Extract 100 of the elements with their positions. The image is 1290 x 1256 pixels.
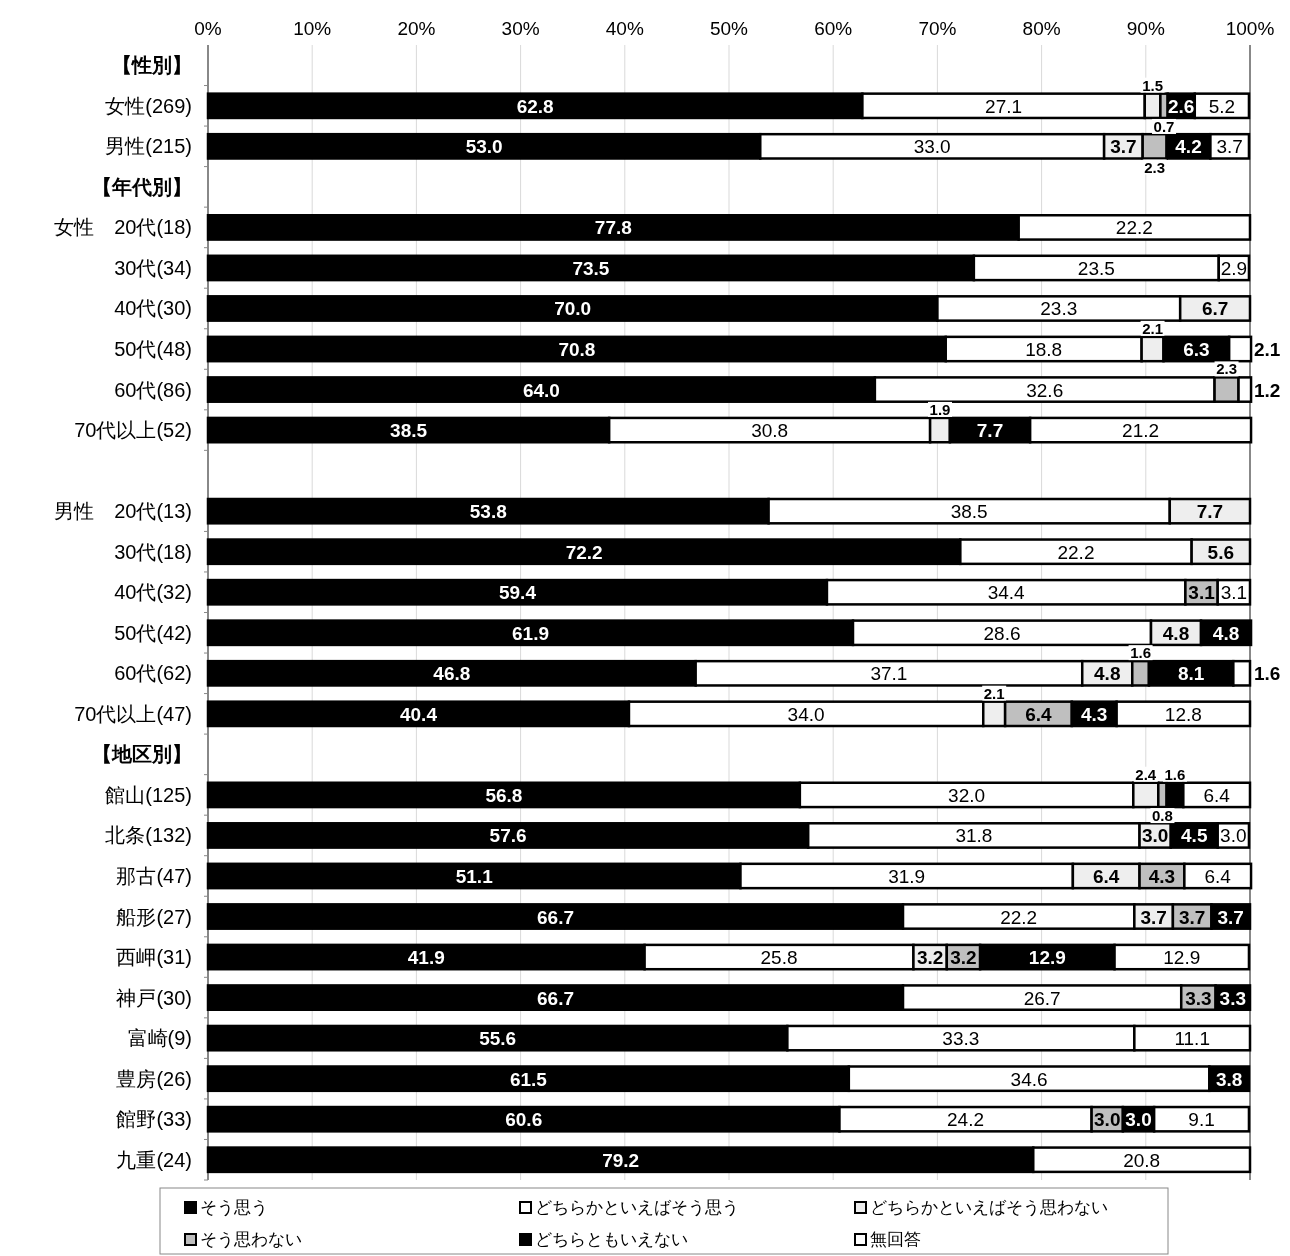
data-label: 34.6 — [1010, 1068, 1048, 1090]
y-tick-label: 男性 20代(13) — [54, 500, 192, 523]
data-label: 6.3 — [1183, 339, 1210, 361]
data-label: 18.8 — [1025, 339, 1063, 361]
y-tick-label: 船形(27) — [116, 905, 192, 928]
data-label: 70.8 — [558, 339, 596, 361]
data-label: 2.1 — [1142, 319, 1163, 337]
y-tick-label: 女性(269) — [105, 94, 192, 117]
data-label: 4.8 — [1212, 622, 1240, 644]
data-label: 22.2 — [1115, 217, 1153, 239]
data-label: 34.0 — [787, 703, 825, 725]
data-label: 4.3 — [1148, 865, 1176, 887]
data-label: 3.7 — [1178, 906, 1206, 928]
data-label: 26.7 — [1023, 987, 1061, 1009]
data-label: 53.8 — [469, 501, 507, 523]
y-tick-label: 館山(125) — [105, 783, 192, 806]
data-label: 3.0 — [1125, 1109, 1152, 1131]
data-label: 3.8 — [1215, 1068, 1243, 1090]
data-label: 73.5 — [572, 257, 610, 279]
data-label: 0.8 — [1152, 807, 1173, 825]
y-tick-label: 男性(215) — [105, 135, 192, 158]
data-label: 3.7 — [1110, 136, 1137, 158]
data-label: 1.9 — [929, 400, 951, 418]
data-label: 4.8 — [1094, 663, 1121, 685]
y-tick-label: 九重(24) — [116, 1148, 192, 1171]
data-label: 4.2 — [1175, 136, 1202, 158]
y-tick-label: 【地区別】 — [92, 743, 192, 766]
data-label: 40.4 — [399, 703, 438, 725]
y-tick-label: 30代(34) — [114, 256, 192, 279]
data-label: 51.1 — [455, 865, 494, 887]
x-tick-label: 90% — [1126, 18, 1165, 39]
x-tick-label: 10% — [293, 18, 332, 39]
y-tick-label: 神戸(30) — [116, 986, 192, 1009]
data-label: 60.6 — [505, 1109, 543, 1131]
data-label: 33.3 — [942, 1028, 980, 1050]
data-label: 6.7 — [1201, 298, 1229, 320]
data-label: 6.4 — [1092, 865, 1120, 887]
y-tick-label: 30代(18) — [114, 540, 192, 563]
data-label: 23.5 — [1077, 257, 1115, 279]
data-label: 20.8 — [1123, 1149, 1161, 1171]
data-label: 5.6 — [1207, 541, 1235, 563]
data-label: 2.1 — [1254, 339, 1281, 361]
y-tick-label: 那古(47) — [116, 864, 192, 887]
data-label: 7.7 — [976, 420, 1004, 442]
y-tick-label: 50代(42) — [114, 621, 192, 644]
data-label: 6.4 — [1203, 784, 1231, 806]
x-tick-label: 20% — [397, 18, 436, 39]
data-label: 28.6 — [983, 622, 1021, 644]
legend-label: そう思わない — [200, 1230, 302, 1249]
data-label: 31.9 — [888, 865, 926, 887]
data-label: 21.2 — [1122, 420, 1160, 442]
data-label: 3.3 — [1185, 987, 1212, 1009]
data-label: 22.2 — [1057, 541, 1095, 563]
x-tick-label: 80% — [1022, 18, 1061, 39]
data-label: 0.7 — [1153, 117, 1175, 135]
data-label: 22.2 — [1000, 906, 1038, 928]
y-tick-label: 館野(33) — [116, 1108, 192, 1131]
data-label: 6.4 — [1204, 865, 1232, 887]
data-label: 12.9 — [1028, 947, 1066, 969]
data-label: 77.8 — [594, 217, 632, 239]
y-tick-label: 60代(62) — [114, 662, 192, 685]
data-label: 3.0 — [1141, 825, 1169, 847]
x-tick-label: 40% — [605, 18, 644, 39]
data-label: 5.2 — [1208, 95, 1236, 117]
y-tick-label: 【性別】 — [112, 54, 192, 77]
data-label: 3.3 — [1219, 987, 1247, 1009]
data-label: 1.5 — [1142, 76, 1163, 94]
data-label: 7.7 — [1196, 501, 1224, 523]
data-label: 34.4 — [987, 582, 1026, 604]
data-label: 41.9 — [407, 947, 445, 969]
data-label: 2.4 — [1135, 765, 1157, 783]
y-tick-label: 女性 20代(18) — [54, 216, 192, 239]
data-label: 46.8 — [433, 663, 471, 685]
data-label: 61.9 — [512, 622, 549, 644]
data-label: 66.7 — [537, 906, 574, 928]
data-label: 57.6 — [489, 825, 527, 847]
data-label: 4.8 — [1162, 622, 1190, 644]
data-label: 32.0 — [948, 784, 986, 806]
data-label: 3.2 — [950, 947, 977, 969]
data-label: 59.4 — [498, 582, 537, 604]
data-label: 3.7 — [1217, 906, 1244, 928]
y-tick-label: 【年代別】 — [92, 175, 192, 198]
y-tick-label: 70代以上(52) — [74, 419, 192, 442]
y-tick-label: 40代(32) — [114, 581, 192, 604]
y-tick-label: 富崎(9) — [127, 1027, 192, 1050]
data-label: 4.3 — [1081, 703, 1108, 725]
data-label: 3.0 — [1220, 825, 1247, 847]
data-label: 53.0 — [465, 136, 503, 158]
data-label: 2.3 — [1216, 360, 1237, 378]
data-label: 2.6 — [1168, 95, 1195, 117]
data-label: 12.9 — [1163, 947, 1201, 969]
data-label: 4.5 — [1181, 825, 1208, 847]
data-label: 37.1 — [870, 663, 908, 685]
legend-label: どちらともいえない — [535, 1230, 688, 1249]
data-label: 1.6 — [1254, 663, 1281, 685]
data-label: 12.8 — [1164, 703, 1202, 725]
data-label: 23.3 — [1040, 298, 1078, 320]
data-label: 2.9 — [1220, 257, 1248, 279]
data-label: 1.6 — [1130, 644, 1152, 662]
data-label: 66.7 — [537, 987, 574, 1009]
